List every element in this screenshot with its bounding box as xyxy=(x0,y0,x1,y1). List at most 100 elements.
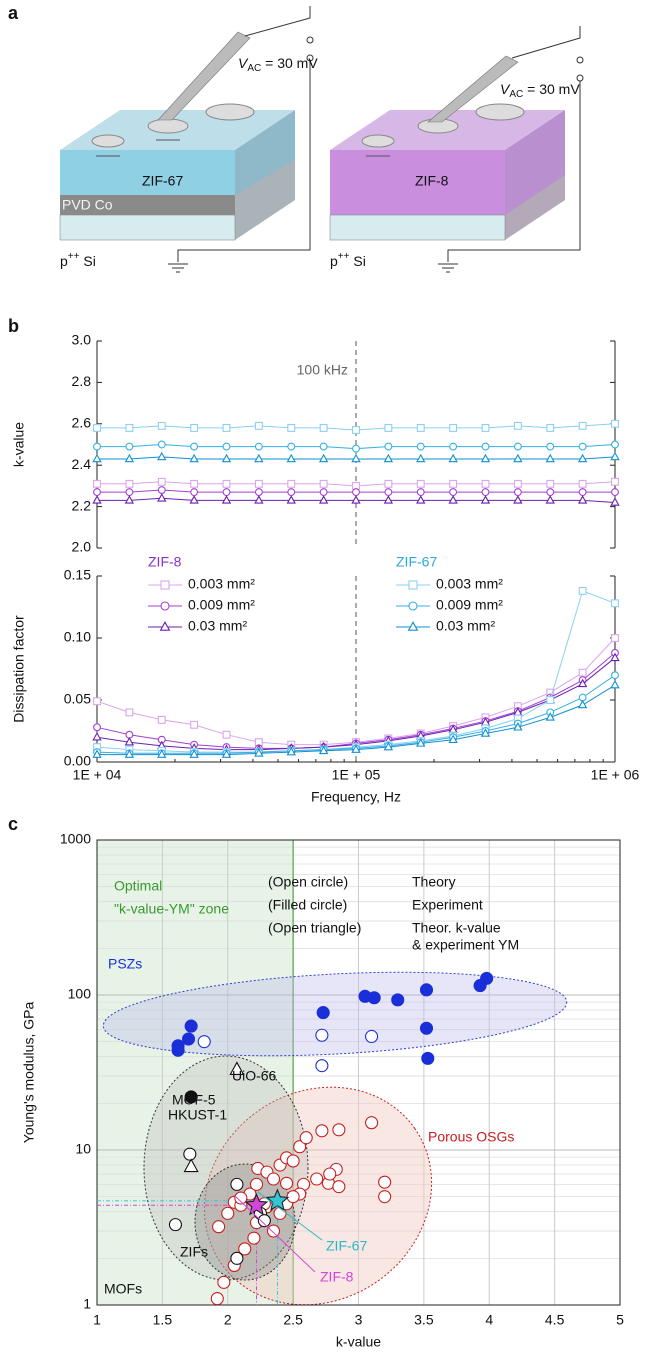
point xyxy=(611,477,619,486)
point xyxy=(578,586,587,595)
electrode xyxy=(205,103,255,121)
point xyxy=(318,745,329,755)
labels-c: PSZs Porous OSGs MOFs ZIFs UiO-66 MOF-5 … xyxy=(104,874,519,1297)
leader xyxy=(234,1195,316,1273)
stack-side-top xyxy=(505,110,565,215)
point-label: ZIF-67 xyxy=(326,1238,367,1254)
point xyxy=(157,749,167,758)
point xyxy=(315,1059,329,1073)
y-tick-label: 2.6 xyxy=(72,415,92,431)
point xyxy=(352,444,360,453)
point xyxy=(316,1006,330,1020)
point xyxy=(391,993,405,1007)
sub-p: p xyxy=(330,253,338,269)
voltage-symbol: V xyxy=(500,81,511,97)
legend-title: ZIF-67 xyxy=(396,554,437,570)
point xyxy=(611,671,619,680)
y-tick-label: 2.8 xyxy=(72,373,92,389)
point xyxy=(254,748,264,757)
point xyxy=(125,708,134,717)
point xyxy=(286,746,296,756)
point xyxy=(449,442,458,451)
wire xyxy=(177,61,311,262)
point xyxy=(449,488,458,497)
point xyxy=(190,442,199,451)
legend-label: 0.03 mm² xyxy=(436,618,495,634)
point xyxy=(171,1043,185,1057)
point xyxy=(299,1131,313,1145)
point xyxy=(184,1019,198,1033)
point xyxy=(367,991,381,1005)
x-tick-label: 1.5 xyxy=(153,1312,173,1328)
x-tick-label: 1E + 06 xyxy=(591,767,640,783)
y-tick-label: 0.15 xyxy=(64,567,91,583)
point xyxy=(124,495,135,504)
point xyxy=(287,479,296,488)
point xyxy=(513,442,522,451)
point xyxy=(545,453,555,463)
sub-sup: ++ xyxy=(338,251,350,262)
point-label: ZIF-8 xyxy=(320,1269,354,1285)
point xyxy=(221,749,232,758)
point xyxy=(287,488,296,497)
y-tick-label: 2.4 xyxy=(72,456,92,472)
y-axis-title: Dissipation factor xyxy=(11,615,27,723)
point xyxy=(217,1275,231,1289)
point xyxy=(212,1220,226,1234)
point xyxy=(286,453,296,463)
x-tick-label: 5 xyxy=(616,1312,624,1328)
y-tick-label: 0.10 xyxy=(64,629,91,645)
legend-marker xyxy=(160,580,170,590)
point xyxy=(419,1021,434,1035)
point xyxy=(254,442,263,451)
layer-si xyxy=(329,214,506,241)
point xyxy=(254,495,264,504)
point xyxy=(378,1190,392,1204)
voltage-value: = 30 mV xyxy=(261,55,318,71)
layer-label: ZIF-8 xyxy=(415,173,449,189)
point xyxy=(611,440,619,449)
point xyxy=(315,1028,329,1042)
point xyxy=(266,1172,281,1186)
point xyxy=(315,1124,329,1138)
point xyxy=(93,479,101,488)
point xyxy=(222,479,231,488)
substrate-label: p++ Si xyxy=(330,251,366,269)
point xyxy=(287,423,296,432)
point xyxy=(578,479,587,488)
probe xyxy=(427,55,519,123)
layer-label: ZIF-67 xyxy=(142,173,183,189)
point xyxy=(449,479,458,488)
point-label: MOF-5 xyxy=(172,1092,216,1108)
y-tick-label: 100 xyxy=(68,986,92,1002)
electrode xyxy=(361,134,395,148)
point xyxy=(319,479,328,488)
point xyxy=(480,971,494,985)
point xyxy=(244,1192,269,1216)
y-tick-label: 10 xyxy=(75,1141,91,1157)
x-tick-label: 3 xyxy=(355,1312,363,1328)
probe xyxy=(157,31,251,121)
point xyxy=(352,488,360,497)
point xyxy=(383,453,394,463)
region-psz xyxy=(102,971,568,1057)
panel-label: a xyxy=(8,3,19,23)
point xyxy=(221,1206,235,1220)
point xyxy=(222,442,231,451)
point xyxy=(254,479,263,488)
legend-marker xyxy=(159,621,171,631)
voltage-subscript: AC xyxy=(247,63,261,74)
point xyxy=(181,1032,196,1046)
point xyxy=(378,1175,392,1189)
legend-title: ZIF-8 xyxy=(148,554,182,570)
point xyxy=(197,1035,211,1049)
point xyxy=(184,1090,198,1104)
point xyxy=(351,495,361,504)
layer-co xyxy=(60,195,235,215)
point xyxy=(416,479,425,488)
point xyxy=(222,730,231,739)
note: (Filled circle) xyxy=(268,897,347,913)
point xyxy=(222,488,231,497)
y-tick-label: 0.05 xyxy=(64,691,91,707)
point xyxy=(125,488,134,497)
